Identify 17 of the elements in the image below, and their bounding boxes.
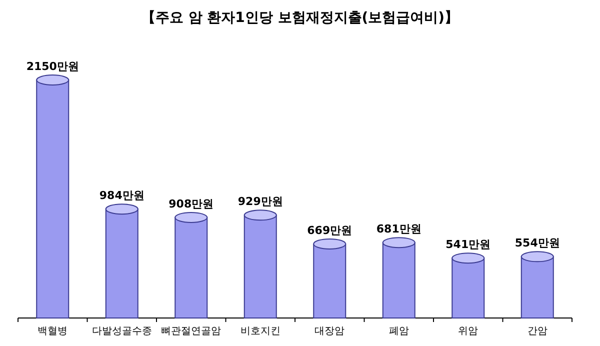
x-tick-label: 간암 [527,326,548,337]
data-label: 2150만원 [26,60,79,73]
x-tick-label: 다발성골수종 [92,326,152,337]
x-tick-label: 폐암 [388,326,409,337]
x-tick-label: 뼈관절연골암 [161,326,222,337]
data-label: 929만원 [238,195,283,208]
x-tick-label: 대장암 [314,326,345,337]
data-label: 554만원 [514,236,560,250]
data-label: 984만원 [99,189,144,202]
x-tick-label: 위암 [458,326,478,337]
data-label: 908만원 [168,197,214,210]
x-tick-label: 백혈병 [38,326,68,337]
data-label: 681만원 [376,222,422,236]
data-label: 541만원 [446,238,491,252]
x-tick-label: 비호지킨 [240,326,280,337]
chart-title: 【주요 암 환자1인당 보험재정지출(보험급여비)】 [141,10,459,26]
data-label: 669만원 [307,224,352,237]
